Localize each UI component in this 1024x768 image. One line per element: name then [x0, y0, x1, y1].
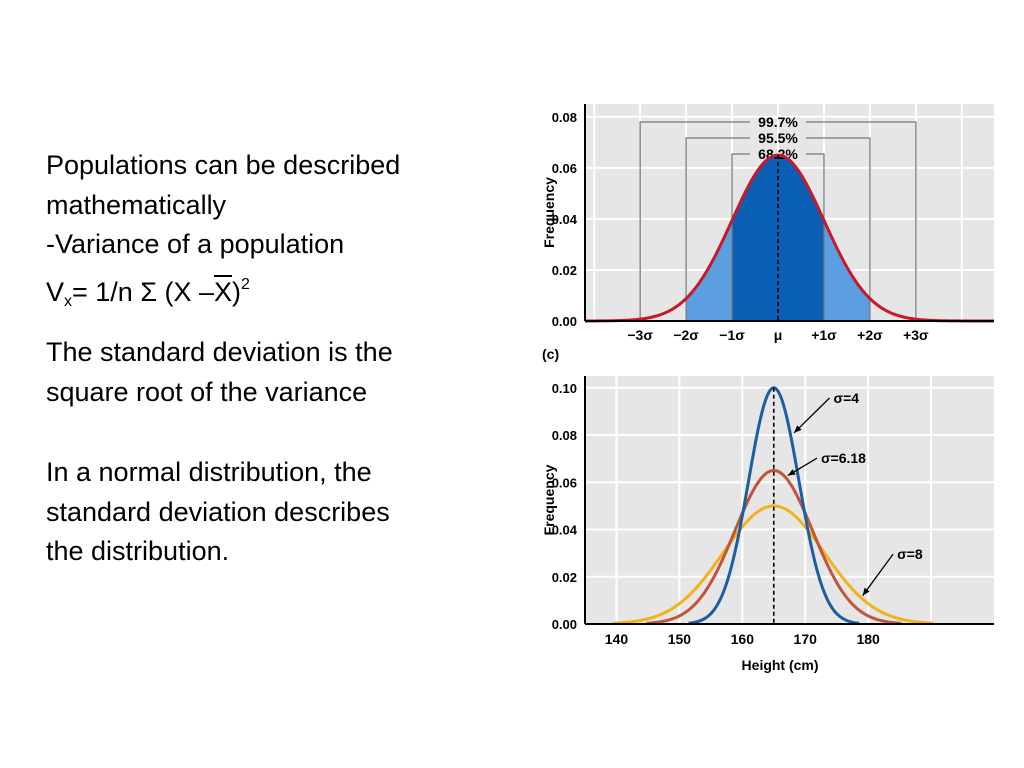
annotation-arrow-line	[793, 397, 831, 434]
x-tick-label: −3σ	[627, 327, 653, 343]
formula-exponent: 2	[241, 275, 250, 293]
x-tick-label: 150	[668, 631, 692, 647]
x-tick-label: +2σ	[857, 327, 883, 343]
y-tick-label: 0.02	[552, 570, 577, 585]
annotation-arrowhead	[787, 469, 796, 476]
bracket-2	[685, 137, 871, 321]
annotation-arrow-line	[862, 553, 894, 596]
x-tick-label: −2σ	[673, 327, 699, 343]
bottom-chart: 0.00 0.02 0.04 0.06 0.08 0.10 σ=4 σ=6.18 σ=8 140 1…	[541, 376, 994, 673]
text-line: The standard deviation is the	[46, 337, 393, 367]
series-curve-2	[646, 469, 902, 625]
panel-label: (c)	[542, 346, 559, 362]
series-curve-3	[613, 504, 935, 625]
text-line: standard deviation describes	[46, 496, 390, 527]
x-tick-label: 180	[856, 631, 880, 647]
y-tick-label: 0.08	[552, 110, 577, 125]
plot-background	[585, 376, 994, 624]
x-tick-label: μ	[774, 327, 783, 343]
series-label: σ=8	[897, 546, 923, 562]
top-chart: 0.000.020.040.060.08 99.7%95.5%68.2%−3σ −2…	[541, 104, 994, 343]
bracket-label: 95.5%	[758, 130, 798, 146]
y-axis-label: Frequency	[541, 177, 557, 248]
text-line: mathematically	[46, 189, 227, 220]
formula-subscript: x	[64, 292, 73, 310]
y-tick-label: 0.04	[552, 523, 578, 538]
bracket-label: 99.7%	[758, 114, 798, 130]
x-tick-label: −1σ	[719, 327, 745, 343]
x-axis-label: Height (cm)	[742, 657, 819, 673]
formula-v: V	[46, 276, 65, 307]
y-tick-label: 0.06	[552, 161, 577, 176]
variance-formula: Vx= 1/n Σ (X –X)2	[46, 265, 516, 322]
text-line: Populations can be described	[46, 150, 401, 180]
y-tick-label: 0.02	[552, 263, 577, 278]
slide-text: Populations can be described mathematica…	[46, 146, 516, 572]
text-line: the distribution.	[46, 536, 230, 566]
formula-body: = 1/n Σ (X –	[72, 276, 215, 307]
x-tick-label: 140	[605, 631, 629, 647]
fill-region-1-sigma	[732, 155, 824, 321]
annotation-arrowhead	[862, 587, 870, 596]
text-line: square root of the variance	[46, 376, 368, 407]
y-tick-label: 0.00	[552, 617, 577, 632]
text-line: -Variance of a population	[46, 229, 345, 259]
y-tick-label: 0.04	[552, 212, 578, 227]
x-tick-label: +3σ	[903, 327, 929, 343]
y-tick-label: 0.08	[552, 428, 577, 443]
series-label: σ=4	[834, 390, 860, 406]
annotation-arrowhead	[794, 425, 802, 433]
formula-close: )	[232, 276, 242, 307]
x-tick-label: 160	[731, 631, 755, 647]
series-label: σ=6.18	[821, 450, 866, 466]
y-tick-label: 0.10	[552, 381, 577, 396]
y-tick-label: 0.00	[552, 314, 577, 329]
text-line: In a normal distribution, the	[46, 457, 372, 487]
y-axis-label: Frequency	[541, 464, 557, 535]
y-tick-label: 0.06	[552, 475, 577, 490]
figure: 0.000.020.040.060.08 99.7%95.5%68.2%−3σ −2…	[541, 104, 994, 673]
formula-xbar: X	[214, 276, 233, 307]
bracket-3	[731, 153, 825, 321]
x-tick-label: 170	[794, 631, 818, 647]
bracket-1	[639, 121, 917, 321]
x-tick-label: +1σ	[811, 327, 837, 343]
